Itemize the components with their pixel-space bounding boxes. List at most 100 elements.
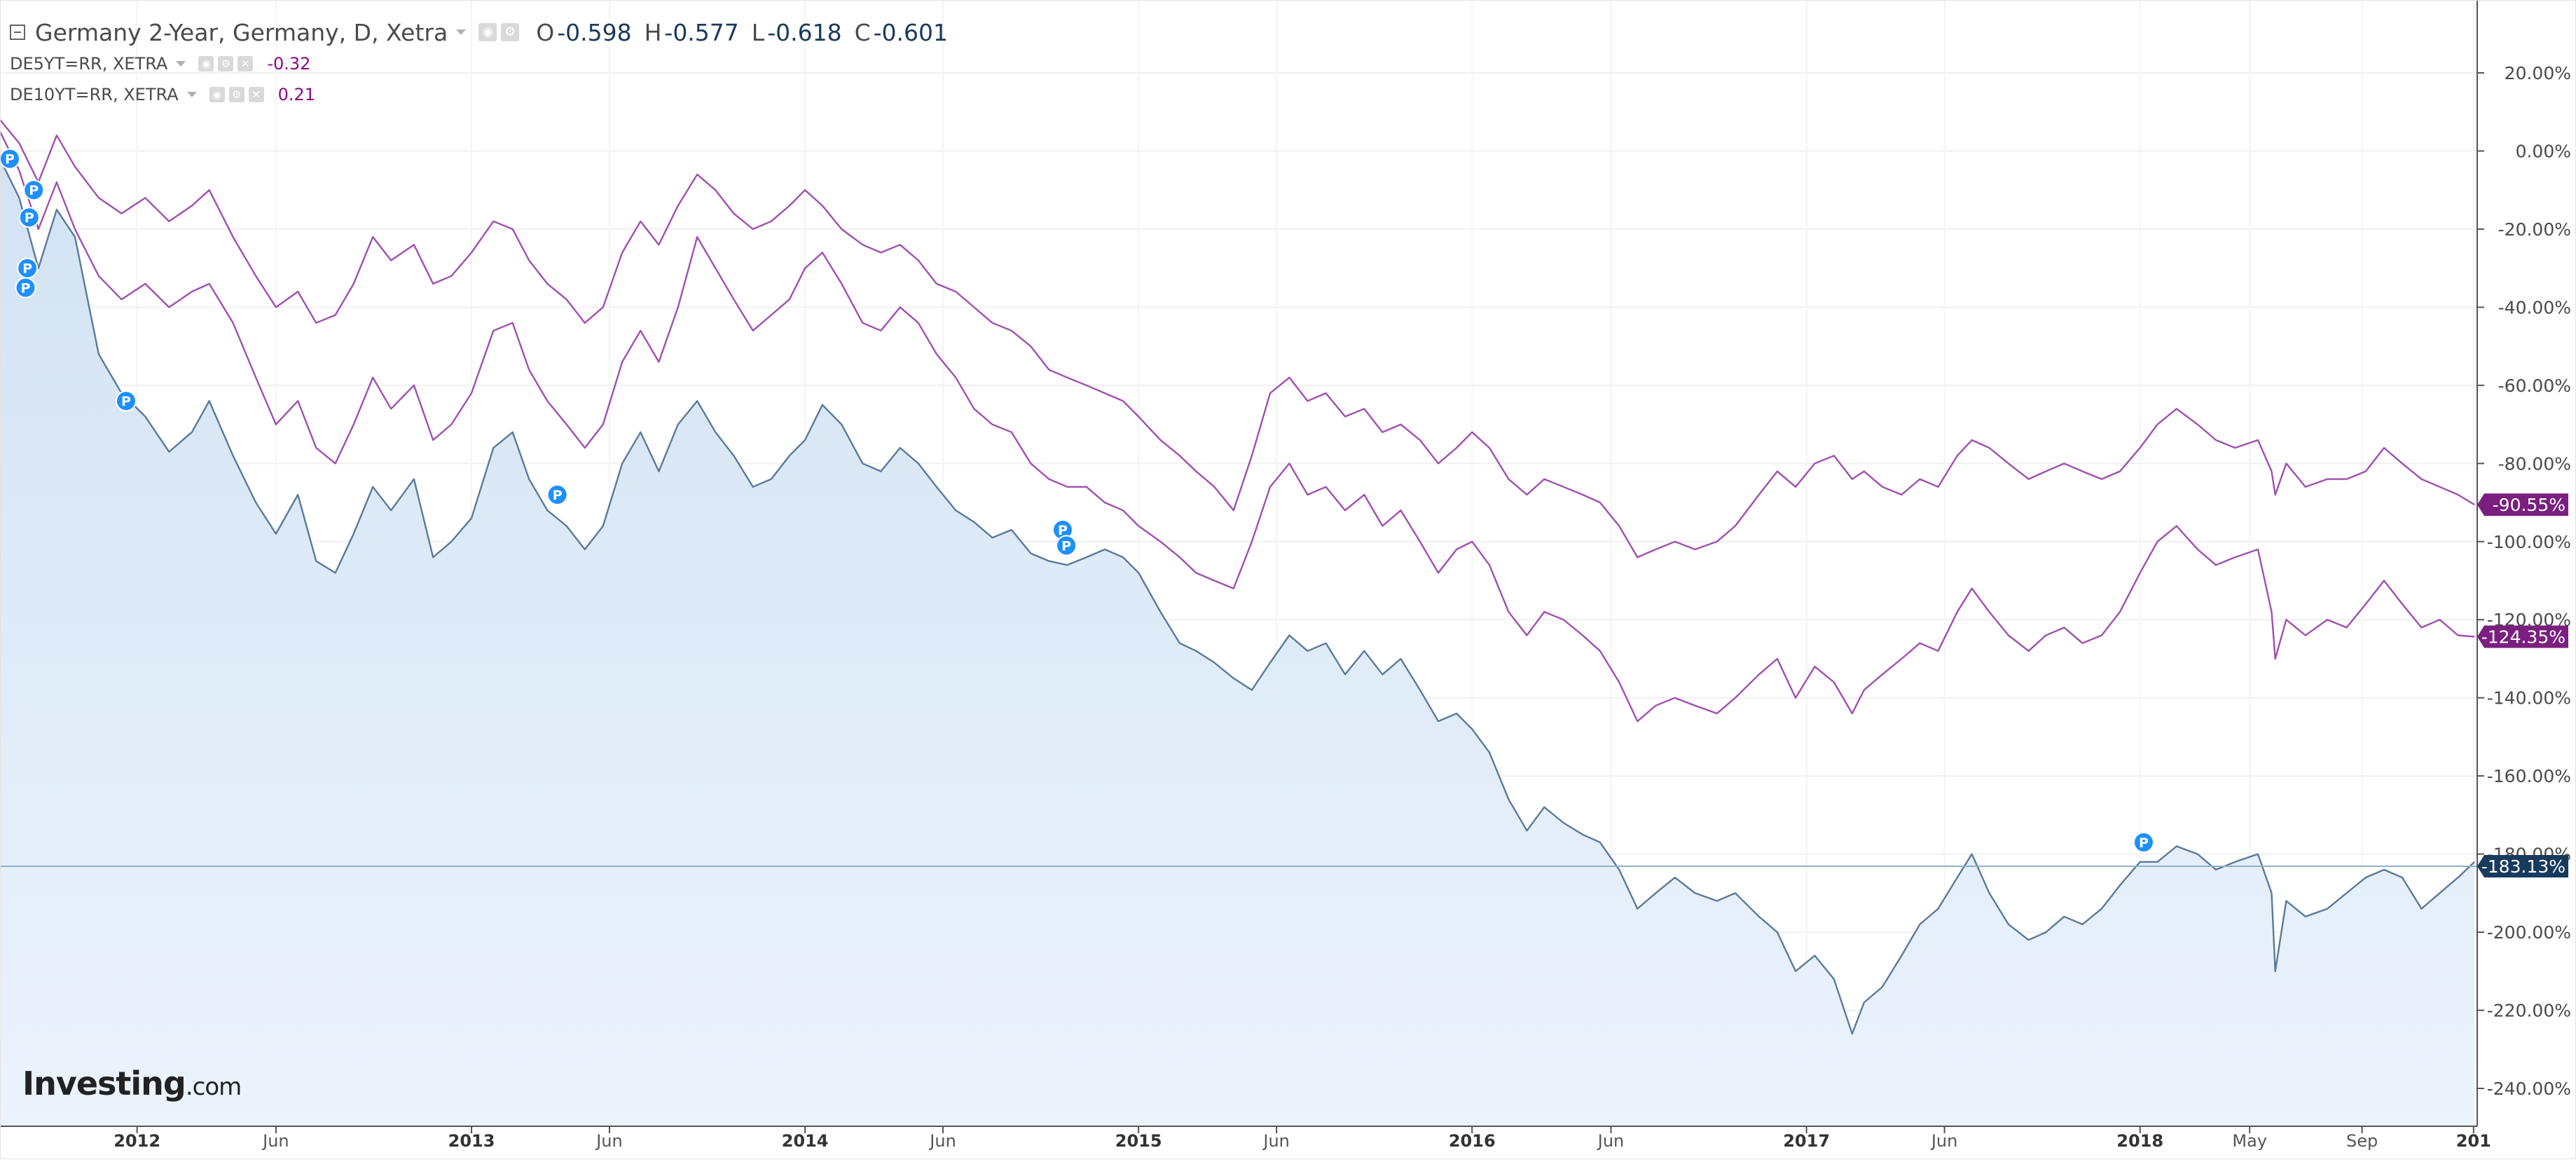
overlay-name-de5y[interactable]: DE5YT=RR, XETRA bbox=[10, 54, 168, 74]
x-tick-label: 2016 bbox=[1449, 1131, 1496, 1151]
event-marker[interactable]: P bbox=[2133, 831, 2154, 853]
x-axis[interactable]: 2012 Jun 2013 Jun 2014 Jun 2015 Jun 2016 Jun 2017 J… bbox=[113, 1126, 2491, 1151]
event-marker-circle[interactable] bbox=[2133, 831, 2154, 853]
y-tick-label: -40.00% bbox=[2498, 297, 2571, 317]
ohlc-close-value: -0.601 bbox=[873, 18, 949, 46]
x-tick-label: 2014 bbox=[782, 1131, 829, 1151]
event-marker[interactable]: P bbox=[1056, 535, 1077, 556]
x-tick-label: 2013 bbox=[448, 1131, 495, 1151]
overlay-value-de10y: 0.21 bbox=[277, 85, 316, 104]
x-tick-label: May bbox=[2232, 1131, 2267, 1151]
x-tick-label: Jun bbox=[1262, 1131, 1290, 1151]
event-marker[interactable]: P bbox=[115, 390, 137, 412]
event-marker[interactable]: P bbox=[18, 207, 40, 228]
x-tick-label: 2017 bbox=[1783, 1131, 1830, 1151]
event-marker[interactable]: P bbox=[23, 179, 45, 201]
last-value-tag-bg bbox=[2477, 493, 2568, 517]
chevron-down-icon[interactable] bbox=[186, 92, 197, 97]
gear-icon[interactable]: ⚙ bbox=[501, 23, 520, 41]
y-tick-label: -80.00% bbox=[2498, 453, 2571, 474]
x-tick-label: Jun bbox=[928, 1131, 956, 1151]
event-marker-circle[interactable] bbox=[18, 207, 40, 228]
overlay-value-de5y: -0.32 bbox=[267, 54, 311, 74]
event-marker-circle[interactable] bbox=[0, 148, 20, 170]
last-value-tag-label: -183.13% bbox=[2481, 856, 2565, 877]
event-marker-label: P bbox=[22, 261, 32, 277]
de5y-series-line[interactable] bbox=[0, 131, 2475, 723]
last-value-tag-label: -90.55% bbox=[2493, 495, 2565, 515]
watermark-brand-text: Investing bbox=[22, 1065, 186, 1102]
eye-icon[interactable]: ◉ bbox=[198, 56, 214, 71]
overlay-legend-de5y[interactable]: DE5YT=RR, XETRA ◉ ⚙ ✕ -0.32 bbox=[10, 50, 310, 77]
y-tick-label: -100.00% bbox=[2487, 532, 2571, 552]
investing-watermark: Investing.com bbox=[22, 1065, 242, 1102]
event-marker[interactable]: P bbox=[546, 484, 568, 505]
x-tick-label: Sep bbox=[2346, 1131, 2378, 1151]
y-tick-label: -200.00% bbox=[2487, 922, 2571, 943]
overlay-legend-de10y[interactable]: DE10YT=RR, XETRA ◉ ⚙ ✕ 0.21 bbox=[10, 81, 315, 108]
main-series-line[interactable] bbox=[0, 158, 2475, 1035]
series-lines bbox=[0, 119, 2475, 1035]
x-tick-label: 2018 bbox=[2116, 1131, 2163, 1151]
gear-icon[interactable]: ⚙ bbox=[228, 87, 244, 102]
last-value-tags: -124.35% -90.55% -183.13% bbox=[2477, 493, 2568, 878]
event-marker[interactable]: P bbox=[17, 257, 39, 279]
y-tick-label: -60.00% bbox=[2498, 376, 2571, 396]
close-icon[interactable]: ✕ bbox=[237, 56, 254, 71]
event-marker-circle[interactable] bbox=[23, 179, 45, 201]
x-tick-label: Jun bbox=[595, 1131, 623, 1151]
y-tick-label: -20.00% bbox=[2498, 219, 2571, 240]
event-marker[interactable]: P bbox=[15, 277, 36, 299]
de10y-series-line[interactable] bbox=[0, 119, 2475, 559]
chevron-down-icon[interactable] bbox=[456, 29, 467, 35]
ohlc-high-value: -0.577 bbox=[664, 18, 739, 46]
ohlc-low-label: L bbox=[751, 18, 765, 46]
event-marker-circle[interactable] bbox=[546, 484, 568, 505]
x-tick-label: 2015 bbox=[1115, 1131, 1162, 1151]
event-marker[interactable]: P bbox=[0, 148, 20, 170]
event-marker-label: P bbox=[553, 488, 563, 503]
last-value-tag: -124.35% bbox=[2477, 625, 2568, 648]
last-value-tag-label: -124.35% bbox=[2481, 627, 2565, 647]
event-marker-label: P bbox=[121, 394, 131, 409]
main-series-title[interactable]: Germany 2-Year, Germany, D, Xetra bbox=[35, 18, 448, 46]
ohlc-high-label: H bbox=[644, 18, 662, 46]
eye-icon[interactable]: ◉ bbox=[478, 23, 497, 41]
last-value-tag: -183.13% bbox=[2477, 855, 2568, 878]
y-tick-label: -240.00% bbox=[2487, 1079, 2571, 1099]
last-value-tag: -90.55% bbox=[2477, 493, 2568, 517]
event-marker-label: P bbox=[1058, 523, 1068, 538]
watermark-brand: Investing.com bbox=[22, 1065, 241, 1102]
main-area bbox=[0, 158, 2475, 1127]
main-series-area-fill bbox=[0, 158, 2475, 1127]
collapse-legend-button[interactable] bbox=[10, 25, 25, 40]
overlay-name-de10y[interactable]: DE10YT=RR, XETRA bbox=[10, 85, 179, 104]
event-marker-circle[interactable] bbox=[15, 277, 36, 299]
y-axis[interactable]: 20.00% 0.00% -20.00% -40.00% -60.00% -80.00% -… bbox=[2477, 63, 2571, 1099]
event-marker-circle[interactable] bbox=[115, 390, 137, 412]
eye-icon[interactable]: ◉ bbox=[209, 87, 225, 102]
y-tick-label: 0.00% bbox=[2516, 141, 2571, 161]
main-legend[interactable]: Germany 2-Year, Germany, D, Xetra ◉ ⚙ O-… bbox=[10, 15, 948, 49]
chevron-down-icon[interactable] bbox=[176, 61, 186, 67]
watermark-suffix-text: .com bbox=[186, 1073, 241, 1101]
y-tick-label: -220.00% bbox=[2487, 1001, 2571, 1021]
event-marker-label: P bbox=[2139, 835, 2149, 851]
ohlc-close-label: C bbox=[854, 18, 871, 46]
event-marker-label: P bbox=[1061, 538, 1071, 554]
x-tick-label: Jun bbox=[1930, 1131, 1958, 1151]
x-tick-label: 201 bbox=[2456, 1131, 2491, 1151]
y-tick-label: -140.00% bbox=[2487, 688, 2571, 709]
event-marker-circle[interactable] bbox=[1056, 535, 1077, 556]
close-icon[interactable]: ✕ bbox=[248, 87, 264, 102]
ohlc-open-value: -0.598 bbox=[557, 18, 632, 46]
y-tick-label: 20.00% bbox=[2505, 63, 2571, 83]
y-tick-label: -160.00% bbox=[2487, 766, 2571, 786]
event-marker-label: P bbox=[5, 152, 15, 168]
event-marker-label: P bbox=[29, 183, 39, 198]
gear-icon[interactable]: ⚙ bbox=[218, 56, 234, 71]
x-tick-label: 2012 bbox=[113, 1131, 160, 1151]
